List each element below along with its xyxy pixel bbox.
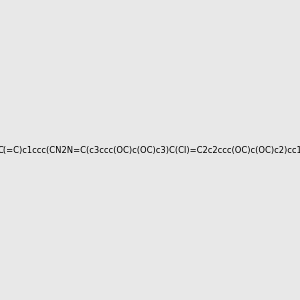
Text: C(=C)c1ccc(CN2N=C(c3ccc(OC)c(OC)c3)C(Cl)=C2c2ccc(OC)c(OC)c2)cc1: C(=C)c1ccc(CN2N=C(c3ccc(OC)c(OC)c3)C(Cl)… bbox=[0, 146, 300, 154]
